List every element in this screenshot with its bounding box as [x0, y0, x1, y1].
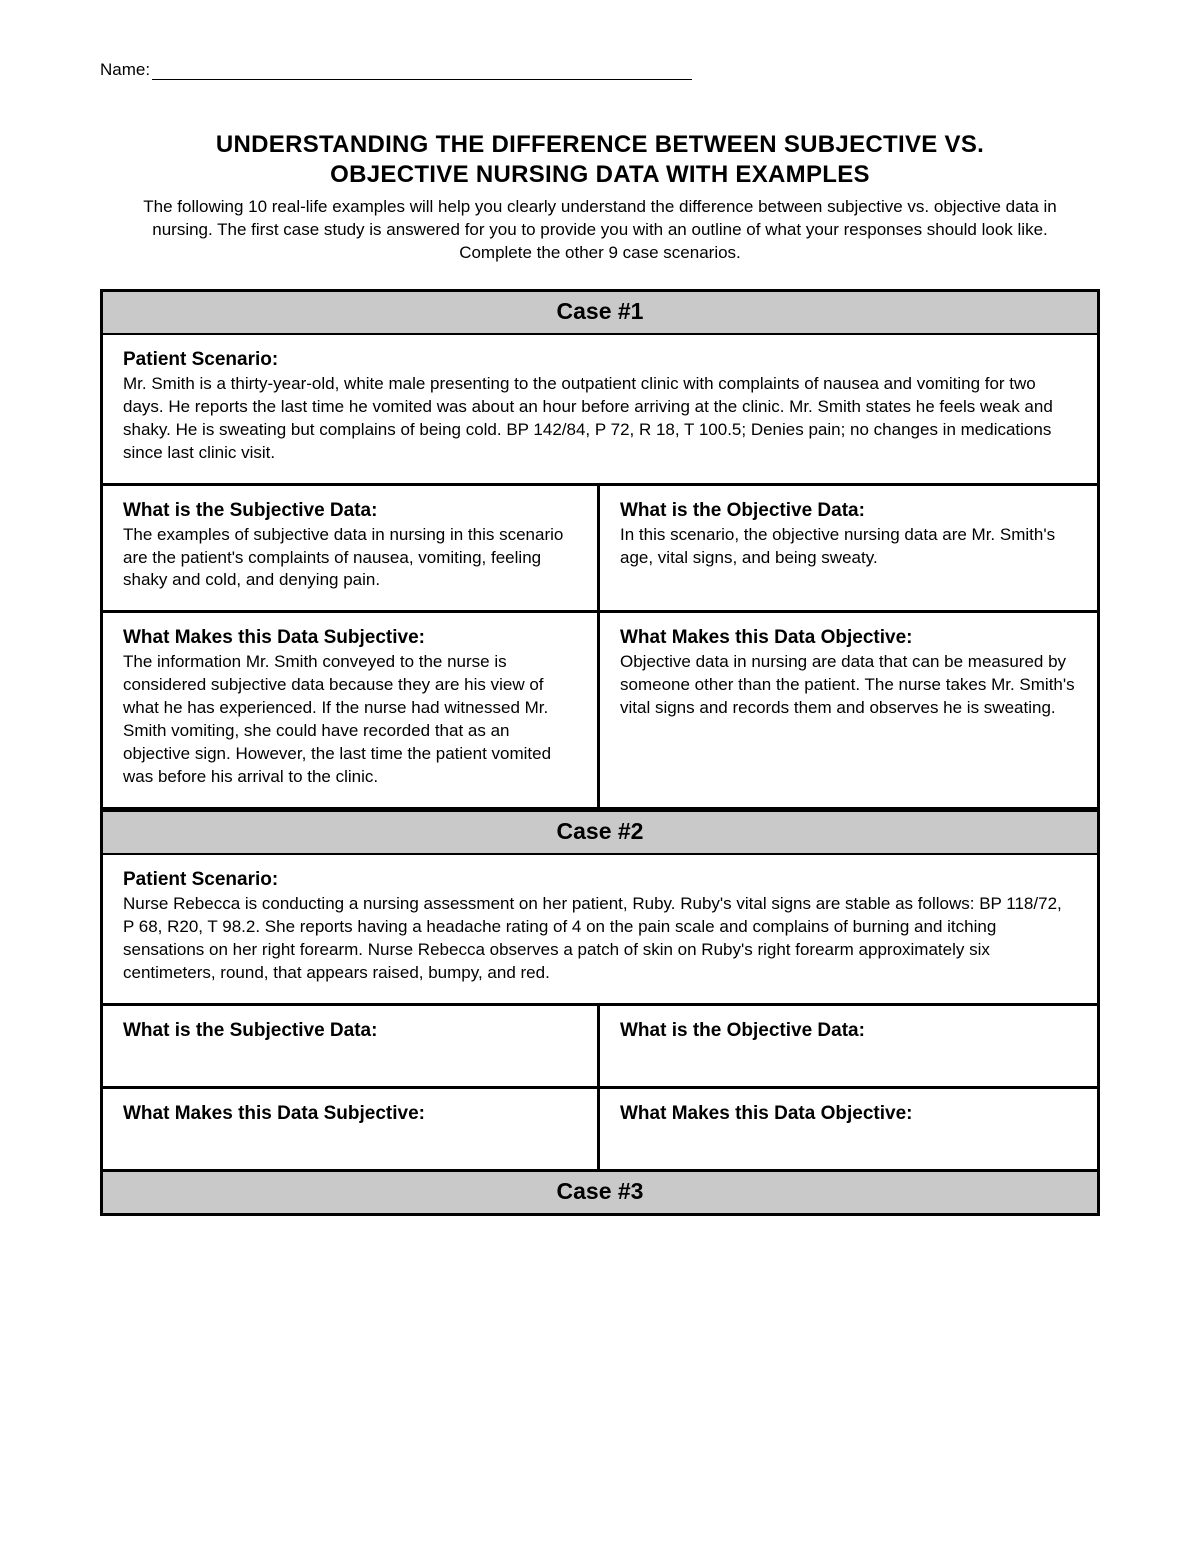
subjective-why-label: What Makes this Data Subjective: — [123, 627, 577, 649]
subjective-why-label: What Makes this Data Subjective: — [123, 1103, 577, 1125]
case-2-objective-why[interactable]: What Makes this Data Objective: — [600, 1089, 1097, 1169]
title-line-2: OBJECTIVE NURSING DATA WITH EXAMPLES — [330, 161, 870, 188]
case-1-scenario: Patient Scenario: Mr. Smith is a thirty-… — [103, 335, 1097, 486]
case-1-subjective-why: What Makes this Data Subjective: The inf… — [103, 613, 600, 807]
case-1-subjective-what: What is the Subjective Data: The example… — [103, 486, 600, 611]
case-2-objective-what[interactable]: What is the Objective Data: — [600, 1006, 1097, 1086]
case-2-subjective-what[interactable]: What is the Subjective Data: — [103, 1006, 600, 1086]
case-table: Case #1 Patient Scenario: Mr. Smith is a… — [100, 289, 1100, 1216]
scenario-label: Patient Scenario: — [123, 869, 1077, 891]
case-2-row-why: What Makes this Data Subjective: What Ma… — [103, 1089, 1097, 1169]
case-2-subjective-why[interactable]: What Makes this Data Subjective: — [103, 1089, 600, 1169]
worksheet-page: Name: UNDERSTANDING THE DIFFERENCE BETWE… — [0, 0, 1200, 1553]
name-input-line[interactable] — [152, 79, 692, 80]
objective-why-label: What Makes this Data Objective: — [620, 1103, 1077, 1125]
scenario-label: Patient Scenario: — [123, 349, 1077, 371]
case-1-header: Case #1 — [103, 292, 1097, 335]
case-2-header: Case #2 — [103, 810, 1097, 855]
title-line-1: UNDERSTANDING THE DIFFERENCE BETWEEN SUB… — [216, 131, 984, 158]
case-1-scenario-text: Mr. Smith is a thirty-year-old, white ma… — [123, 373, 1077, 465]
case-2-objective-why-text[interactable] — [620, 1127, 1077, 1151]
case-1-objective-what-text: In this scenario, the objective nursing … — [620, 524, 1077, 570]
case-2-subjective-why-text[interactable] — [123, 1127, 577, 1151]
case-1-row-why: What Makes this Data Subjective: The inf… — [103, 613, 1097, 810]
intro-paragraph: The following 10 real-life examples will… — [115, 196, 1085, 265]
case-3-header: Case #3 — [103, 1169, 1097, 1213]
case-1-subjective-what-text: The examples of subjective data in nursi… — [123, 524, 577, 593]
subjective-what-label: What is the Subjective Data: — [123, 500, 577, 522]
objective-what-label: What is the Objective Data: — [620, 1020, 1077, 1042]
objective-what-label: What is the Objective Data: — [620, 500, 1077, 522]
case-2-row-what: What is the Subjective Data: What is the… — [103, 1006, 1097, 1089]
subjective-what-label: What is the Subjective Data: — [123, 1020, 577, 1042]
objective-why-label: What Makes this Data Objective: — [620, 627, 1077, 649]
case-1-objective-why-text: Objective data in nursing are data that … — [620, 651, 1077, 720]
case-2-objective-what-text[interactable] — [620, 1044, 1077, 1068]
case-1-objective-why: What Makes this Data Objective: Objectiv… — [600, 613, 1097, 807]
case-2-scenario-text: Nurse Rebecca is conducting a nursing as… — [123, 893, 1077, 985]
case-2-scenario: Patient Scenario: Nurse Rebecca is condu… — [103, 855, 1097, 1006]
document-title: UNDERSTANDING THE DIFFERENCE BETWEEN SUB… — [130, 130, 1070, 190]
case-1-row-what: What is the Subjective Data: The example… — [103, 486, 1097, 614]
name-field-row: Name: — [100, 60, 1100, 80]
case-1-objective-what: What is the Objective Data: In this scen… — [600, 486, 1097, 611]
case-1-subjective-why-text: The information Mr. Smith conveyed to th… — [123, 651, 577, 789]
case-2-subjective-what-text[interactable] — [123, 1044, 577, 1068]
name-label: Name: — [100, 60, 150, 79]
